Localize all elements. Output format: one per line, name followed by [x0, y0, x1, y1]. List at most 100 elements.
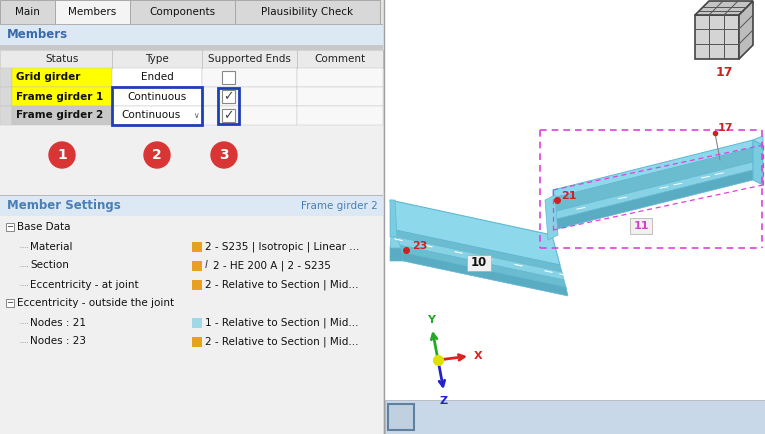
Text: Main: Main [15, 7, 40, 17]
Bar [192, 261, 202, 271]
Polygon shape [395, 230, 562, 272]
Bar [0, 125, 383, 185]
Bar [12, 68, 112, 87]
Bar [0, 0, 55, 24]
Text: 11: 11 [633, 221, 649, 231]
Text: Eccentricity - at joint: Eccentricity - at joint [30, 279, 138, 289]
Bar [0, 24, 383, 25]
Text: 2: 2 [152, 148, 162, 162]
Text: Nodes : 23: Nodes : 23 [30, 336, 86, 346]
Text: Members: Members [68, 7, 116, 17]
Text: Material: Material [30, 241, 73, 251]
Bar [297, 106, 383, 125]
Text: 17: 17 [718, 123, 734, 133]
Bar [0, 216, 383, 434]
Polygon shape [739, 1, 753, 59]
Polygon shape [390, 200, 397, 237]
Bar [385, 400, 765, 434]
Text: Components: Components [149, 7, 216, 17]
Text: ✓: ✓ [223, 109, 234, 122]
Bar [385, 0, 765, 434]
Bar [112, 106, 202, 125]
Text: Comment: Comment [314, 54, 366, 64]
Polygon shape [545, 195, 558, 240]
Bar [0, 68, 12, 87]
Bar [0, 50, 383, 68]
Bar [112, 87, 202, 106]
Bar [12, 87, 112, 106]
Text: Plausibility Check: Plausibility Check [262, 7, 353, 17]
Bar [130, 0, 235, 24]
Text: Supported Ends: Supported Ends [208, 54, 291, 64]
Text: 17: 17 [715, 66, 733, 79]
Text: X: X [474, 351, 482, 361]
Bar [235, 0, 380, 24]
Text: Continuous: Continuous [122, 111, 181, 121]
Bar [202, 68, 297, 87]
Bar [0, 87, 12, 106]
Bar [112, 68, 202, 87]
Bar [192, 242, 202, 252]
Bar [297, 87, 383, 106]
Polygon shape [390, 248, 403, 261]
Bar [380, 0, 383, 24]
Text: I: I [205, 260, 208, 270]
Text: Status: Status [45, 54, 79, 64]
Bar [6, 299, 14, 307]
Text: Members: Members [7, 29, 68, 42]
Bar [12, 106, 112, 125]
Text: 10: 10 [471, 256, 487, 270]
Text: Eccentricity - outside the joint: Eccentricity - outside the joint [17, 299, 174, 309]
Text: Frame girder 2: Frame girder 2 [16, 111, 103, 121]
Polygon shape [399, 245, 566, 287]
Polygon shape [401, 252, 568, 296]
Circle shape [49, 142, 75, 168]
Text: Nodes : 21: Nodes : 21 [30, 318, 86, 328]
Bar [0, 25, 383, 45]
Text: Frame girder 2: Frame girder 2 [301, 201, 378, 211]
Bar [467, 255, 491, 271]
Polygon shape [695, 1, 753, 15]
Text: Y: Y [427, 315, 435, 325]
Text: −: − [6, 299, 14, 308]
Polygon shape [553, 140, 753, 198]
Circle shape [144, 142, 170, 168]
Polygon shape [753, 140, 763, 185]
Bar [218, 88, 239, 124]
Text: Grid girder: Grid girder [16, 72, 80, 82]
Text: ✓: ✓ [223, 90, 234, 103]
Text: −: − [6, 223, 14, 231]
Text: Continuous: Continuous [128, 92, 187, 102]
Bar [0, 196, 383, 216]
Text: Z: Z [440, 396, 448, 406]
Bar [202, 87, 297, 106]
Bar [297, 68, 383, 87]
Bar [0, 45, 383, 50]
Bar [0, 0, 383, 434]
Text: 3: 3 [220, 148, 229, 162]
Text: 2 - S235 | Isotropic | Linear ...: 2 - S235 | Isotropic | Linear ... [205, 241, 360, 252]
Text: ∨: ∨ [194, 111, 199, 120]
Bar [0, 195, 383, 196]
Bar [695, 15, 739, 59]
Bar [202, 106, 297, 125]
Bar [388, 404, 414, 430]
Polygon shape [397, 237, 564, 280]
Text: 21: 21 [561, 191, 577, 201]
Text: Type: Type [145, 54, 169, 64]
Polygon shape [553, 170, 753, 230]
Text: Base Data: Base Data [17, 223, 70, 233]
Text: 2 - HE 200 A | 2 - S235: 2 - HE 200 A | 2 - S235 [213, 260, 331, 271]
Text: Ended: Ended [141, 72, 174, 82]
Text: 2 - Relative to Section | Mid...: 2 - Relative to Section | Mid... [205, 336, 359, 347]
Bar [112, 87, 202, 125]
Text: Member Settings: Member Settings [7, 200, 121, 213]
Bar [222, 90, 235, 103]
Bar [192, 318, 202, 328]
Bar [55, 0, 130, 24]
Bar [0, 106, 12, 125]
Text: 1 - Relative to Section | Mid...: 1 - Relative to Section | Mid... [205, 317, 359, 328]
Polygon shape [553, 148, 753, 212]
Text: Frame girder 1: Frame girder 1 [16, 92, 103, 102]
Bar [192, 337, 202, 347]
